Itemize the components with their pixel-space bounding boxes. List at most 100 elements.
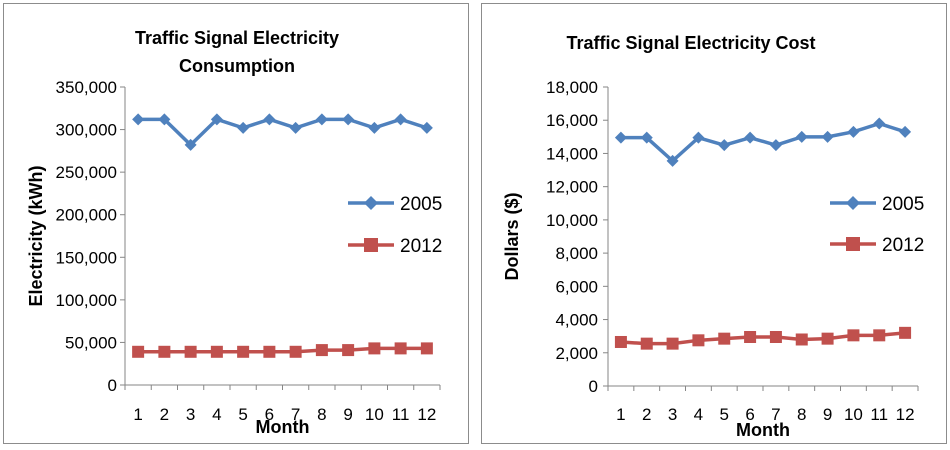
data-point-2005 (263, 113, 276, 126)
chart-panel-cost: Traffic Signal Electricity Cost 0 2,000 4,0… (481, 3, 947, 444)
y-tick-label: 350,000 (56, 78, 117, 97)
x-tick-label: 2 (160, 405, 169, 424)
y-tick-label: 0 (589, 377, 598, 396)
chart-title-line: Consumption (179, 56, 295, 76)
y-tick-label: 12,000 (546, 178, 598, 197)
data-point-2012 (769, 330, 782, 343)
x-tick-label: 7 (291, 405, 300, 424)
data-point-2012 (744, 330, 757, 343)
data-point-2012 (394, 342, 407, 355)
data-point-2005 (237, 121, 250, 134)
y-tick-label: 250,000 (56, 163, 117, 182)
data-point-2005 (614, 131, 627, 144)
data-point-2005 (420, 121, 433, 134)
y-tick-label: 2,000 (555, 344, 598, 363)
data-point-2012 (315, 344, 328, 357)
legend-marker-2012 (846, 237, 860, 251)
legend-marker-2005 (846, 196, 860, 210)
data-point-2012 (289, 345, 302, 358)
x-tick-label: 7 (771, 405, 780, 424)
y-tick-label: 18,000 (546, 78, 598, 97)
data-point-2012 (640, 337, 653, 350)
x-tick-label: 11 (870, 405, 888, 424)
data-point-2012 (368, 342, 381, 355)
chart-panel-consumption: Traffic Signal Electricity Consumption 0 50… (3, 3, 469, 444)
data-point-2005 (847, 125, 860, 138)
x-tick-label: 6 (265, 405, 274, 424)
data-point-2005 (184, 138, 197, 151)
data-point-2005 (315, 113, 328, 126)
y-tick-label: 16,000 (546, 111, 598, 130)
x-tick-label: 9 (823, 405, 832, 424)
x-axis-title: Month (256, 417, 310, 437)
x-tick-label: 10 (844, 405, 863, 424)
series-line-2012 (620, 331, 906, 346)
data-point-2012 (873, 329, 886, 342)
data-point-2005 (210, 113, 223, 126)
data-point-2005 (289, 121, 302, 134)
chart-title-line: Traffic Signal Electricity Cost (566, 33, 815, 53)
x-tick-label: 12 (417, 405, 436, 424)
x-tick-label: 8 (797, 405, 806, 424)
x-tick-label: 4 (212, 405, 221, 424)
data-point-2005 (666, 154, 679, 167)
x-tick-label: 12 (896, 405, 915, 424)
x-tick-label: 2 (642, 405, 651, 424)
cost-chart-svg: Traffic Signal Electricity Cost 0 2,000 4,0… (502, 33, 924, 440)
data-point-2005 (795, 130, 808, 143)
y-tick-label: 4,000 (555, 311, 598, 330)
legend-marker-2012 (364, 238, 378, 252)
x-tick-label: 3 (668, 405, 677, 424)
x-tick-label: 1 (616, 405, 625, 424)
y-tick-label: 200,000 (56, 206, 117, 225)
x-tick-label: 10 (365, 405, 384, 424)
data-point-2012 (847, 329, 860, 342)
data-point-2012 (184, 345, 197, 358)
legend-label-2012: 2012 (882, 235, 924, 256)
data-point-2012 (237, 345, 250, 358)
x-axis-title: Month (736, 420, 790, 440)
data-point-2012 (821, 332, 834, 345)
y-axis-title: Electricity (kWh) (26, 165, 46, 306)
x-tick-label: 1 (133, 405, 142, 424)
data-point-2005 (132, 113, 145, 126)
data-point-2005 (158, 113, 171, 126)
y-tick-label: 14,000 (546, 144, 598, 163)
legend-label-2005: 2005 (882, 194, 924, 215)
data-point-2012 (158, 345, 171, 358)
data-point-2005 (394, 113, 407, 126)
y-axis-title: Dollars ($) (502, 192, 522, 280)
x-tick-label: 5 (238, 405, 247, 424)
y-tick-label: 10,000 (546, 211, 598, 230)
data-point-2012 (795, 333, 808, 346)
y-tick-label: 50,000 (65, 333, 117, 352)
data-point-2012 (666, 337, 679, 350)
consumption-chart-svg: Traffic Signal Electricity Consumption 0 50… (26, 28, 442, 437)
data-point-2005 (899, 125, 912, 138)
data-point-2005 (769, 139, 782, 152)
y-tick-label: 150,000 (56, 248, 117, 267)
series-line-2005 (620, 121, 906, 164)
data-point-2012 (210, 345, 223, 358)
x-tick-label: 8 (317, 405, 326, 424)
x-tick-label: 5 (720, 405, 729, 424)
x-tick-label: 3 (186, 405, 195, 424)
legend-marker-2005 (364, 196, 378, 210)
x-tick-label: 6 (745, 405, 754, 424)
data-point-2012 (718, 332, 731, 345)
x-tick-label: 11 (392, 405, 410, 424)
data-point-2012 (420, 342, 433, 355)
x-tick-label: 9 (343, 405, 352, 424)
y-tick-label: 8,000 (555, 244, 598, 263)
series-line-2005 (138, 117, 428, 148)
legend-label-2005: 2005 (400, 194, 442, 215)
y-tick-label: 0 (108, 376, 117, 395)
data-point-2012 (342, 344, 355, 357)
data-point-2005 (368, 121, 381, 134)
y-tick-label: 100,000 (56, 291, 117, 310)
data-point-2005 (744, 131, 757, 144)
data-point-2005 (718, 139, 731, 152)
series-line-2012 (138, 346, 427, 354)
data-point-2012 (899, 326, 912, 339)
x-tick-label: 4 (694, 405, 703, 424)
